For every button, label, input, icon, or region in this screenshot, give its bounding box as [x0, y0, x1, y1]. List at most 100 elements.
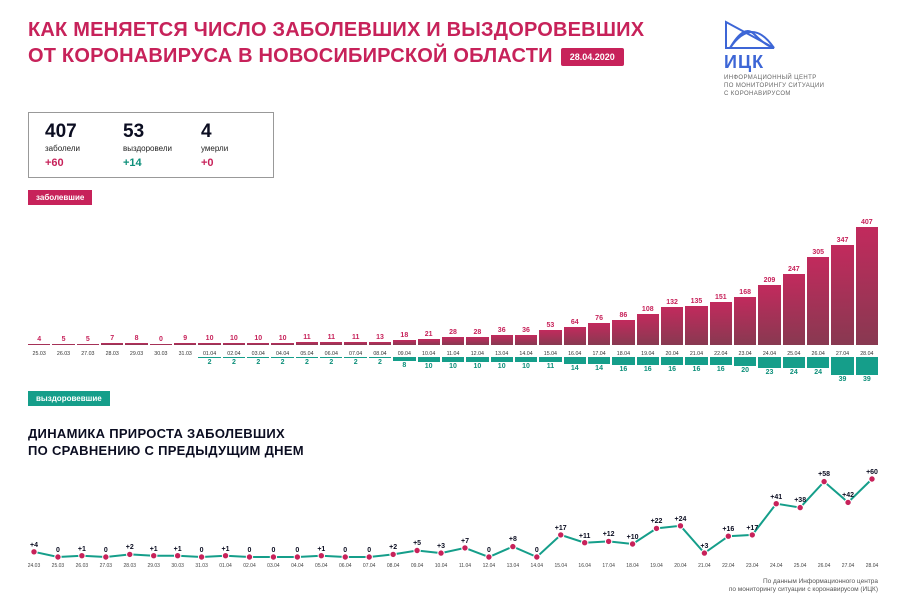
line-date-label: 06.04: [339, 563, 352, 569]
bar-sick-label: 5: [62, 336, 66, 343]
line-date-label: 10.04: [435, 563, 448, 569]
line-date-label: 20.04: [674, 563, 687, 569]
bar-recovered: 16: [710, 357, 732, 372]
stat-value: 53: [123, 121, 179, 143]
bar-recovered-label: 11: [547, 363, 554, 370]
line-date-label: 02.04: [243, 563, 256, 569]
line-value-label: 0: [535, 547, 539, 554]
bar-recovered-label: 10: [522, 363, 530, 370]
bar-recovered: 2: [223, 357, 245, 366]
logo-label: ИЦК: [724, 52, 876, 73]
bar-recovered-label: 2: [378, 359, 382, 366]
line-value-label: +1: [150, 546, 158, 553]
line-date-label: 26.03: [76, 563, 89, 569]
bar-recovered: 24: [783, 357, 805, 376]
bar-sick-label: 305: [812, 249, 824, 256]
line-date-label: 30.03: [171, 563, 184, 569]
title-block: КАК МЕНЯЕТСЯ ЧИСЛО ЗАБОЛЕВШИХ И ВЫЗДОРОВ…: [28, 18, 716, 98]
bar-sick-label: 209: [764, 277, 776, 284]
line-date-label: 11.04: [459, 563, 471, 569]
logo-icon: [724, 18, 794, 50]
bar-sick-label: 11: [352, 334, 359, 341]
bar-sick-label: 28: [473, 329, 481, 336]
line-date-label: 24.04: [770, 563, 783, 569]
bar-sick: 28: [466, 329, 488, 345]
line-value-label: +3: [437, 543, 445, 550]
line-value-label: +11: [579, 533, 591, 540]
line-value-label: 0: [271, 547, 275, 554]
bar-sick-label: 13: [376, 334, 384, 341]
bar-recovered-label: 10: [425, 363, 433, 370]
bar-recovered-label: 24: [790, 369, 798, 376]
bar-recovered: 14: [588, 357, 610, 371]
bar-sick-label: 10: [254, 335, 262, 342]
date-badge: 28.04.2020: [561, 48, 624, 66]
line-value-label: +1: [222, 546, 230, 553]
logo-subtitle: ИНФОРМАЦИОННЫЙ ЦЕНТРПО МОНИТОРИНГУ СИТУА…: [724, 75, 876, 98]
bar-recovered-label: 2: [281, 359, 285, 366]
line-value-label: +41: [770, 494, 782, 501]
stat-0: 407заболели+60: [45, 121, 101, 169]
line-value-label: +38: [794, 497, 806, 504]
line-date-label: 31.03: [195, 563, 208, 569]
line-value-label: +1: [78, 546, 86, 553]
logo-block: ИЦК ИНФОРМАЦИОННЫЙ ЦЕНТРПО МОНИТОРИНГУ С…: [716, 18, 876, 98]
bar-recovered: 2: [271, 357, 293, 366]
bar-recovered-label: 2: [354, 359, 358, 366]
line-date-label: 23.04: [746, 563, 759, 569]
line-value-label: +8: [509, 536, 517, 543]
stat-1: 53выздоровели+14: [123, 121, 179, 169]
bar-sick-label: 21: [425, 331, 433, 338]
bar-recovered-label: 16: [693, 366, 701, 373]
header: КАК МЕНЯЕТСЯ ЧИСЛО ЗАБОЛЕВШИХ И ВЫЗДОРОВ…: [0, 0, 900, 104]
bar-recovered-label: 2: [208, 359, 212, 366]
line-date-label: 14.04: [531, 563, 544, 569]
bar-recovered: 2: [320, 357, 342, 366]
bar-sick-label: 10: [206, 335, 214, 342]
bar-recovered: 16: [685, 357, 707, 372]
line-value-label: 0: [56, 547, 60, 554]
bar-recovered-label: 16: [644, 366, 652, 373]
bar-sick: 36: [491, 327, 513, 345]
bar-recovered-label: 10: [449, 363, 457, 370]
line-date-label: 19.04: [650, 563, 663, 569]
line-value-label: 0: [248, 547, 252, 554]
bar-recovered: 8: [393, 357, 415, 369]
bar-sick: 10: [223, 335, 245, 346]
bar-sick: 247: [783, 266, 805, 346]
bar-sick-label: 53: [546, 322, 554, 329]
bar-sick: 9: [174, 335, 196, 346]
line-value-label: 0: [367, 547, 371, 554]
line-value-label: +16: [722, 526, 734, 533]
bar-sick-label: 7: [110, 335, 114, 342]
line-date-label: 09.04: [411, 563, 424, 569]
bar-sick: 5: [77, 336, 99, 345]
bar-recovered-label: 16: [668, 366, 676, 373]
line-value-label: +24: [675, 516, 687, 523]
bar-sick: 108: [637, 306, 659, 345]
line-date-label: 26.04: [818, 563, 831, 569]
line-value-label: +1: [317, 546, 325, 553]
bar-recovered-label: 14: [571, 365, 579, 372]
title-line2: ОТ КОРОНАВИРУСА В НОВОСИБИРСКОЙ ОБЛАСТИ: [28, 44, 553, 68]
bar-recovered-label: 2: [305, 359, 309, 366]
legend-recovered-pill: выздоровевшие: [28, 391, 110, 406]
bar-sick: 209: [758, 277, 780, 346]
line-date-label: 25.03: [52, 563, 65, 569]
bar-recovered: 16: [661, 357, 683, 372]
bar-sick: 347: [831, 237, 853, 346]
bar-recovered-label: 2: [329, 359, 333, 366]
bar-recovered: 16: [612, 357, 634, 372]
bar-recovered: 16: [637, 357, 659, 372]
line-value-label: +17: [746, 525, 758, 532]
bar-sick: 13: [369, 334, 391, 346]
line-date-label: 03.04: [267, 563, 280, 569]
bar-sick: 151: [710, 294, 732, 346]
bar-sick: 11: [344, 334, 366, 345]
bar-sick-label: 4: [37, 336, 41, 343]
line-value-label: 0: [295, 547, 299, 554]
bar-recovered-label: 20: [741, 367, 749, 374]
stat-2: 4умерли+0: [201, 121, 257, 169]
bar-sick: 0: [150, 336, 172, 345]
line-date-label: 05.04: [315, 563, 328, 569]
